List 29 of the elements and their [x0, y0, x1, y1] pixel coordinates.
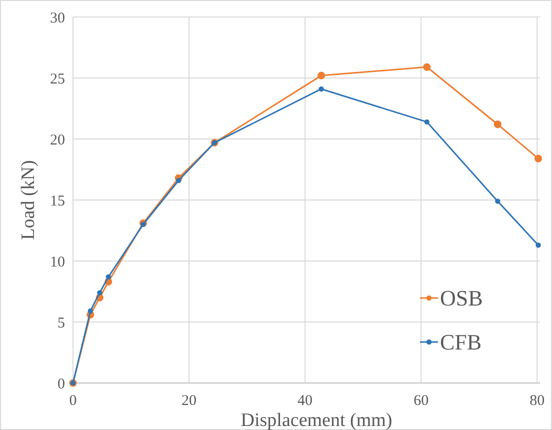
legend-label: CFB: [440, 330, 482, 355]
point: [97, 290, 102, 296]
x-axis-title: Displacement (mm): [240, 410, 392, 430]
point: [423, 63, 431, 71]
y-tick-label: 20: [50, 132, 65, 148]
point: [176, 178, 182, 184]
y-tick-label: 10: [50, 254, 65, 270]
point: [140, 222, 146, 227]
point: [106, 274, 111, 280]
point: [494, 120, 502, 128]
point: [424, 119, 430, 125]
y-tick-label: 30: [50, 10, 65, 26]
x-tick-label: 0: [69, 393, 77, 409]
point: [536, 242, 541, 248]
y-tick-label: 5: [58, 315, 65, 332]
y-tick-label: 25: [50, 71, 65, 88]
x-tick-label: 20: [182, 393, 197, 409]
x-tick-label: 60: [414, 393, 429, 409]
x-tick-label: 40: [298, 393, 313, 409]
legend-label: OSB: [440, 286, 483, 311]
y-tick-label: 15: [50, 193, 65, 210]
point: [317, 72, 326, 80]
point: [534, 154, 542, 162]
point: [88, 308, 94, 314]
x-tick-label: 80: [530, 393, 545, 409]
y-tick-label: 0: [58, 376, 65, 392]
y-axis-title: Load (kN): [18, 160, 39, 240]
point: [318, 86, 324, 92]
point: [495, 198, 500, 204]
